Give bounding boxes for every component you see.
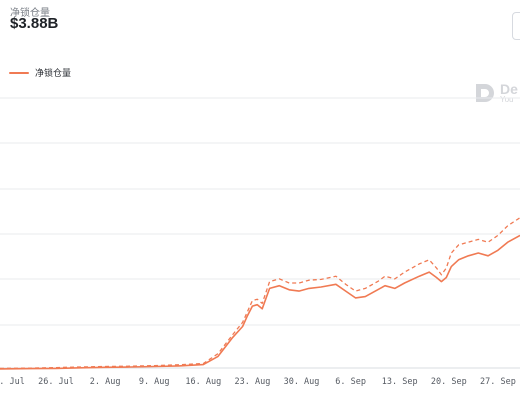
metric-value: $3.88B (10, 15, 59, 32)
series-line-dashed (0, 217, 520, 370)
x-axis-ticks: 19. Jul 26. Jul 2. Aug 9. Aug 16. Aug 23. Aug… (0, 377, 516, 387)
x-tick-label: 30. Aug (284, 377, 320, 387)
watermark-sub: You (500, 95, 514, 104)
chart-legend[interactable]: 净锁仓量 (9, 66, 71, 79)
x-tick-label: 6. Sep (335, 377, 366, 387)
grid-lines (0, 97, 520, 369)
x-tick-label: 19. Jul (0, 377, 25, 387)
x-tick-label: 13. Sep (382, 377, 418, 387)
x-tick-label: 23. Aug (234, 377, 270, 387)
legend-swatch (9, 71, 29, 74)
x-tick-label: 26. Jul (38, 377, 74, 387)
x-tick-label: 27. Sep (480, 377, 516, 387)
series-line-tvl (0, 234, 520, 370)
x-tick-label: 16. Aug (185, 377, 221, 387)
x-tick-label: 9. Aug (139, 377, 170, 387)
watermark-brand: De (500, 81, 518, 97)
series-lines (0, 217, 520, 370)
x-tick-label: 2. Aug (90, 377, 121, 387)
x-tick-label: 20. Sep (431, 377, 467, 387)
legend-label: 净锁仓量 (35, 68, 72, 78)
metric-label: 净锁仓量 (10, 8, 50, 19)
menu-button[interactable] (512, 12, 520, 40)
